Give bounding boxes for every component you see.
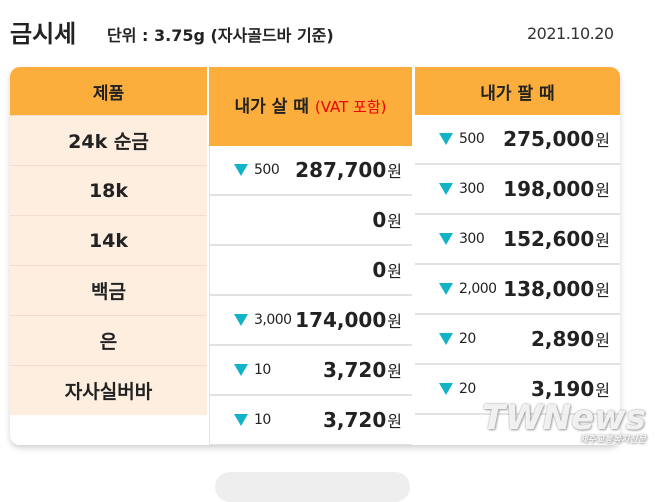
price-value: 3,190 bbox=[531, 377, 595, 401]
price-change: 500 bbox=[459, 131, 485, 147]
buy-price-row: 500 287,700 원 bbox=[209, 146, 412, 196]
down-arrow-icon bbox=[439, 233, 453, 245]
product-column: 제품 24k 순금 18k 14k 백금 은 자사실버바 bbox=[10, 67, 207, 445]
currency-unit: 원 bbox=[595, 231, 610, 250]
price-value: 0 bbox=[372, 258, 387, 282]
down-arrow-icon bbox=[439, 183, 453, 195]
buy-header: 내가 살 때 (VAT 포함) bbox=[209, 67, 412, 146]
vat-note: (VAT 포함) bbox=[314, 97, 387, 116]
sell-price-row: 20 3,190 원 bbox=[415, 365, 620, 415]
price-value: 138,000 bbox=[503, 277, 595, 301]
currency-unit: 원 bbox=[595, 331, 610, 350]
down-arrow-icon bbox=[234, 364, 248, 376]
down-arrow-icon bbox=[439, 383, 453, 395]
price-value: 3,720 bbox=[323, 358, 387, 382]
date-label: 2021.10.20 bbox=[527, 24, 614, 43]
buy-price-row: 3,000 174,000 원 bbox=[209, 296, 412, 346]
price-change: 3,000 bbox=[254, 312, 292, 328]
down-arrow-icon bbox=[234, 164, 248, 176]
sell-price-row: 300 152,600 원 bbox=[415, 215, 620, 265]
sell-price-row: 2,000 138,000 원 bbox=[415, 265, 620, 315]
price-value: 198,000 bbox=[503, 177, 595, 201]
sell-column: 내가 팔 때 500 275,000 원 300 198,000 원 300 152,600 원… bbox=[415, 67, 620, 415]
buy-price-row: 10 3,720 원 bbox=[209, 346, 412, 396]
product-name: 14k bbox=[10, 215, 207, 265]
price-change: 10 bbox=[254, 412, 271, 428]
price-change: 300 bbox=[459, 231, 485, 247]
price-value: 174,000 bbox=[295, 308, 387, 332]
price-change: 300 bbox=[459, 181, 485, 197]
currency-unit: 원 bbox=[387, 262, 402, 281]
currency-unit: 원 bbox=[595, 281, 610, 300]
down-arrow-icon bbox=[234, 414, 248, 426]
sell-price-row: 300 198,000 원 bbox=[415, 165, 620, 215]
unit-label: 단위 : 3.75g (자사골드바 기준) bbox=[107, 26, 334, 45]
currency-unit: 원 bbox=[595, 181, 610, 200]
product-name: 18k bbox=[10, 165, 207, 215]
currency-unit: 원 bbox=[387, 362, 402, 381]
currency-unit: 원 bbox=[387, 162, 402, 181]
more-button[interactable] bbox=[215, 472, 410, 502]
down-arrow-icon bbox=[234, 314, 248, 326]
price-change: 500 bbox=[254, 162, 280, 178]
price-value: 152,600 bbox=[503, 227, 595, 251]
product-name: 자사실버바 bbox=[10, 365, 207, 415]
currency-unit: 원 bbox=[595, 131, 610, 150]
price-change: 20 bbox=[459, 331, 476, 347]
price-value: 0 bbox=[372, 208, 387, 232]
down-arrow-icon bbox=[439, 283, 453, 295]
buy-price-row: 10 3,720 원 bbox=[209, 396, 412, 445]
currency-unit: 원 bbox=[387, 212, 402, 231]
price-value: 3,720 bbox=[323, 408, 387, 432]
down-arrow-icon bbox=[439, 333, 453, 345]
down-arrow-icon bbox=[439, 133, 453, 145]
sell-price-row: 500 275,000 원 bbox=[415, 115, 620, 165]
sell-header: 내가 팔 때 bbox=[415, 67, 620, 115]
product-name: 백금 bbox=[10, 265, 207, 315]
product-name: 은 bbox=[10, 315, 207, 365]
price-change: 20 bbox=[459, 381, 476, 397]
price-value: 287,700 bbox=[295, 158, 387, 182]
currency-unit: 원 bbox=[387, 412, 402, 431]
buy-column: 내가 살 때 (VAT 포함) 500 287,700 원 0 원 0 원 3,000 174,… bbox=[209, 67, 412, 445]
product-header: 제품 bbox=[10, 67, 207, 115]
currency-unit: 원 bbox=[387, 312, 402, 331]
page-title: 금시세 bbox=[10, 20, 77, 48]
currency-unit: 원 bbox=[595, 381, 610, 400]
price-value: 275,000 bbox=[503, 127, 595, 151]
price-change: 2,000 bbox=[459, 281, 497, 297]
sell-price-row: 20 2,890 원 bbox=[415, 315, 620, 365]
product-name: 24k 순금 bbox=[10, 115, 207, 165]
price-value: 2,890 bbox=[531, 327, 595, 351]
price-table: 제품 24k 순금 18k 14k 백금 은 자사실버바 내가 살 때 (VAT 포함) … bbox=[10, 67, 620, 445]
watermark-logo: TWNews 제주교통복지신문 bbox=[482, 398, 646, 445]
price-change: 10 bbox=[254, 362, 271, 378]
